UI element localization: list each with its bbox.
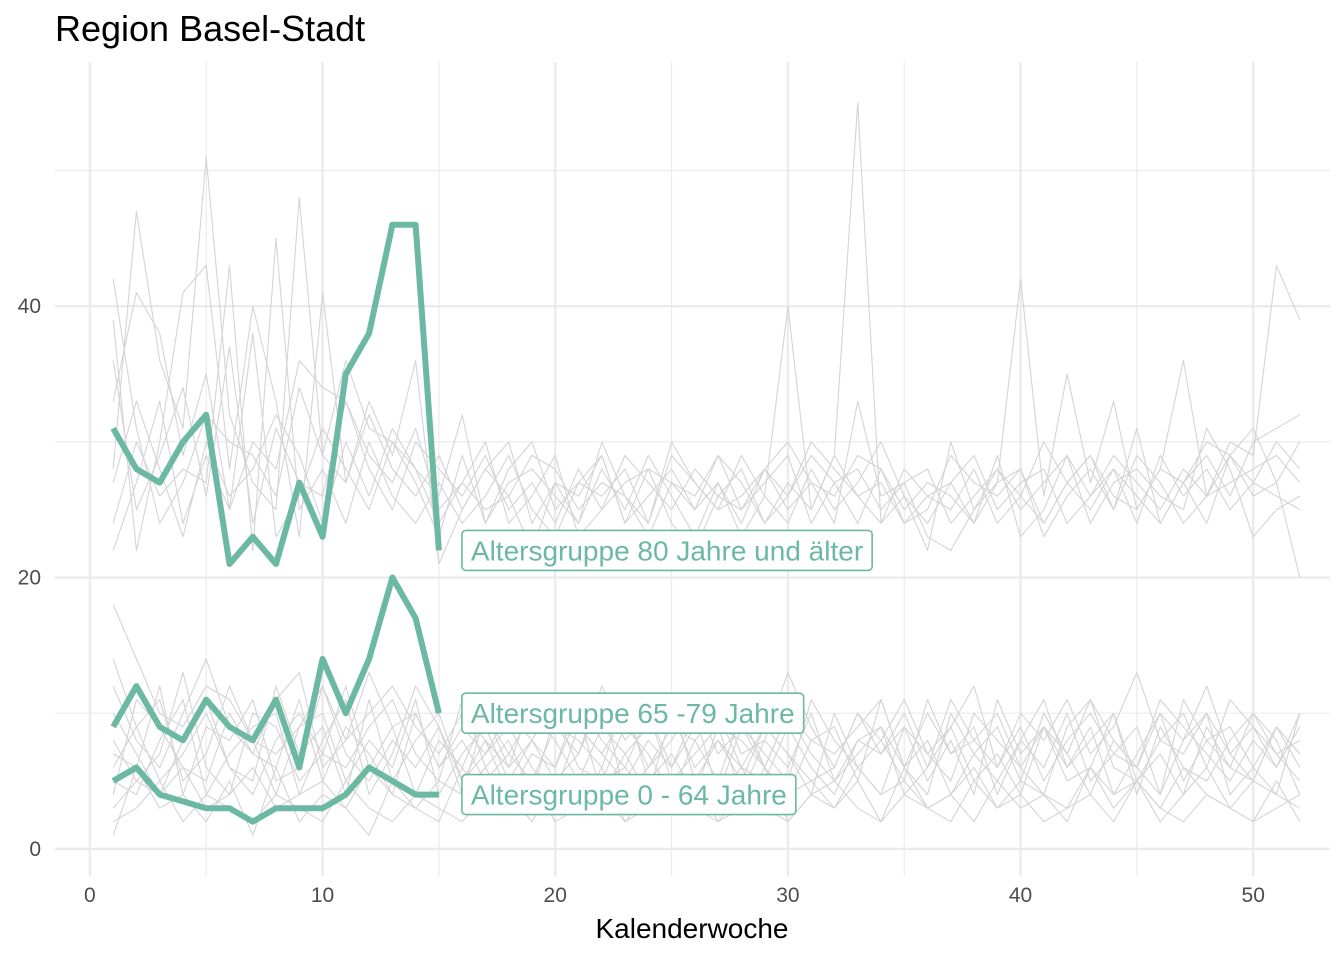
x-tick-label: 10 — [311, 884, 334, 907]
y-tick-label: 40 — [18, 295, 41, 318]
background-series-line — [112, 332, 1301, 551]
highlight-series-line — [111, 764, 439, 825]
series-label: Altersgruppe 80 Jahre und älter — [471, 535, 863, 566]
x-tick-label: 50 — [1242, 884, 1265, 907]
highlight-series-line — [110, 574, 442, 771]
highlight-labels: Altersgruppe 80 Jahre und älter Altersgru… — [461, 529, 873, 816]
chart-title: Region Basel-Stadt — [55, 8, 366, 49]
series-label-box — [461, 692, 805, 735]
x-axis-ticks: 0 10 20 30 40 50 — [84, 884, 1265, 907]
y-axis-ticks: 0 20 40 — [18, 295, 41, 861]
background-series-line — [112, 279, 1301, 524]
x-axis-title: Kalenderwoche — [595, 913, 788, 944]
background-series-line — [112, 685, 1301, 796]
x-tick-label: 0 — [84, 884, 96, 907]
series-label-box — [461, 773, 797, 816]
background-lines — [112, 102, 1301, 836]
x-tick-label: 30 — [776, 884, 799, 907]
background-series-line — [112, 699, 1301, 796]
x-tick-label: 40 — [1009, 884, 1032, 907]
y-tick-label: 0 — [29, 838, 41, 861]
y-tick-label: 20 — [18, 567, 41, 590]
series-label: Altersgruppe 65 -79 Jahre — [471, 698, 795, 729]
series-label: Altersgruppe 0 - 64 Jahre — [471, 780, 787, 811]
x-tick-label: 20 — [544, 884, 567, 907]
highlight-series-line — [110, 221, 442, 567]
background-series-line — [112, 400, 1301, 578]
series-label-box — [461, 529, 873, 572]
highlight-lines — [110, 221, 442, 825]
